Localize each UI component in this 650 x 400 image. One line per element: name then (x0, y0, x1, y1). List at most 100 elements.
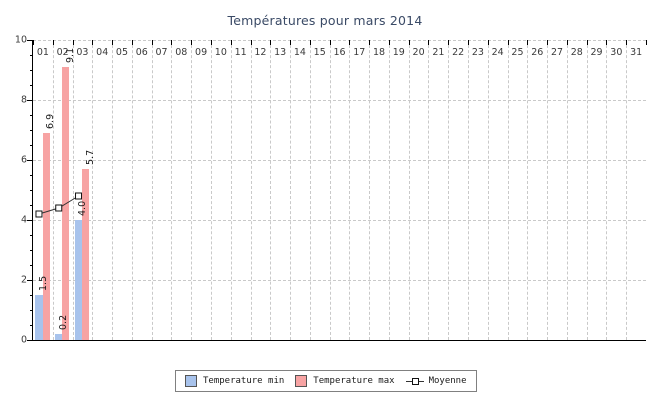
legend-line-marker-icon (405, 376, 424, 386)
y-axis-label: 10 (14, 34, 27, 46)
chart-legend: Temperature min Temperature max Moyenne (175, 370, 477, 392)
x-axis-label: 27 (550, 47, 564, 58)
x-axis-label: 28 (570, 47, 583, 58)
y-axis-label: 2 (20, 274, 27, 286)
x-axis-label: 14 (293, 47, 306, 58)
x-axis-label: 02 (56, 47, 69, 58)
x-axis-tick (369, 40, 371, 45)
x-axis-tick (309, 40, 311, 45)
y-axis-tick-minor (29, 325, 33, 326)
x-axis-label: 18 (373, 47, 386, 58)
x-axis-label: 26 (531, 47, 544, 58)
x-axis-tick (349, 40, 351, 45)
x-axis-label: 09 (195, 47, 208, 58)
x-axis-label: 03 (76, 47, 89, 58)
y-axis-tick-minor (29, 250, 33, 251)
x-axis-label: 22 (452, 47, 465, 58)
x-axis-tick (606, 40, 608, 45)
x-axis-tick (468, 40, 470, 45)
mean-line-layer (35, 192, 83, 218)
x-axis-label: 13 (274, 47, 287, 58)
legend-label-max: Temperature max (313, 376, 395, 386)
x-axis-label: 01 (36, 47, 49, 58)
y-axis-tick-major (27, 340, 33, 341)
y-axis-label: 8 (20, 94, 27, 106)
y-axis-tick-minor (29, 235, 33, 236)
y-axis-label: 4 (20, 214, 27, 226)
legend-item-temperature-min: Temperature min (185, 375, 284, 387)
x-axis-label: 23 (471, 47, 484, 58)
x-axis-tick (112, 40, 114, 45)
x-axis-tick (210, 40, 212, 45)
x-axis-tick (270, 40, 272, 45)
x-axis-tick (507, 40, 509, 45)
x-axis-label: 08 (175, 47, 188, 58)
y-axis-tick-minor (29, 130, 33, 131)
x-axis-tick (131, 40, 133, 45)
x-axis-label: 30 (610, 47, 623, 58)
y-axis-tick-minor (29, 55, 33, 56)
y-axis-tick-major (27, 220, 33, 221)
x-axis-tick (388, 40, 390, 45)
mean-marker (35, 210, 43, 218)
x-axis-tick (171, 40, 173, 45)
x-axis-label: 05 (115, 47, 129, 58)
chart-title: Températures pour mars 2014 (227, 13, 423, 28)
x-axis-tick (290, 40, 292, 45)
y-axis-tick-minor (29, 145, 33, 146)
y-axis-label: 6 (20, 154, 27, 166)
x-axis-label: 25 (511, 47, 524, 58)
y-axis-tick-minor (29, 265, 33, 266)
x-axis-tick (33, 40, 34, 45)
x-axis-tick (230, 40, 232, 45)
x-axis-tick (408, 40, 410, 45)
y-axis-tick-major (27, 100, 33, 101)
x-axis-tick (547, 40, 549, 45)
x-axis-tick (151, 40, 153, 45)
y-axis-tick-minor (29, 205, 33, 206)
mean-marker (55, 204, 63, 212)
y-axis-tick-minor (29, 190, 33, 191)
x-axis-tick (448, 40, 450, 45)
y-axis-tick-minor (29, 310, 33, 311)
y-axis-tick-major (27, 40, 33, 41)
y-axis-tick-minor (29, 70, 33, 71)
x-axis-label: 12 (254, 47, 267, 58)
x-axis-tick (487, 40, 489, 45)
y-axis-tick-minor (29, 85, 33, 86)
x-axis-label: 16 (333, 47, 346, 58)
x-axis-tick (92, 40, 94, 45)
legend-label-moyenne: Moyenne (428, 376, 467, 386)
x-axis-label: 24 (491, 47, 504, 58)
x-axis-label: 15 (313, 47, 326, 58)
x-axis-tick (646, 40, 647, 45)
mean-marker (75, 192, 83, 200)
legend-swatch-max-icon (295, 375, 308, 387)
x-axis-label: 21 (432, 47, 445, 58)
x-axis-tick (329, 40, 331, 45)
x-axis-label: 06 (135, 47, 148, 58)
x-axis-tick (586, 40, 588, 45)
x-axis-tick (72, 40, 74, 45)
x-axis-tick (527, 40, 529, 45)
y-axis-label: 0 (20, 334, 27, 346)
x-axis-tick (52, 40, 54, 45)
x-axis-label: 19 (392, 47, 405, 58)
x-axis-label: 11 (234, 47, 247, 58)
x-axis-label: 10 (214, 47, 227, 58)
legend-label-min: Temperature min (203, 376, 285, 386)
x-axis-tick (250, 40, 252, 45)
legend-item-moyenne: Moyenne (405, 376, 467, 386)
x-axis-label: 04 (96, 47, 109, 58)
x-axis-tick (428, 40, 430, 45)
y-axis-tick-major (27, 280, 33, 281)
x-axis-tick (626, 40, 628, 45)
y-axis-tick-minor (29, 175, 33, 176)
x-axis-label: 07 (155, 47, 168, 58)
legend-swatch-min-icon (185, 375, 197, 387)
x-axis-label: 31 (630, 47, 643, 58)
x-axis-tick (191, 40, 193, 45)
x-axis-label: 17 (353, 47, 366, 58)
x-axis-label: 20 (412, 47, 425, 58)
